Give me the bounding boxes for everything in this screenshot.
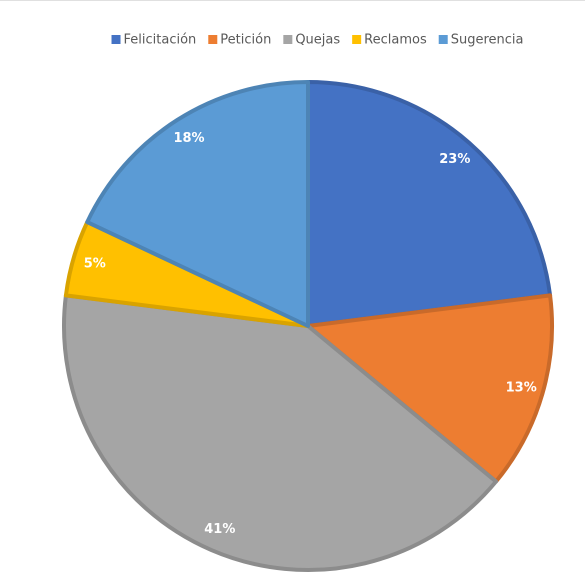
pie-slice (62, 293, 499, 572)
legend-label: Petición (220, 33, 271, 48)
legend-label: Quejas (295, 33, 340, 48)
legend-swatch (438, 35, 448, 44)
data-label: 41% (204, 522, 235, 537)
data-label: 13% (506, 380, 537, 395)
legend-swatch (111, 35, 121, 44)
legend-swatch (283, 35, 293, 44)
legend-label: Reclamos (364, 33, 427, 48)
legend-swatch (352, 35, 362, 44)
data-label: 23% (439, 152, 470, 167)
pie-slice (306, 80, 553, 328)
data-label: 5% (84, 257, 106, 272)
data-label: 18% (173, 131, 204, 146)
legend-label: Felicitación (124, 33, 197, 48)
legend: Felicitación Petición Quejas Reclamos Sugere… (111, 33, 524, 48)
pie-slice (306, 293, 554, 484)
legend-label: Sugerencia (451, 33, 524, 48)
pie-slice (85, 80, 310, 328)
legend-swatch (208, 35, 218, 44)
